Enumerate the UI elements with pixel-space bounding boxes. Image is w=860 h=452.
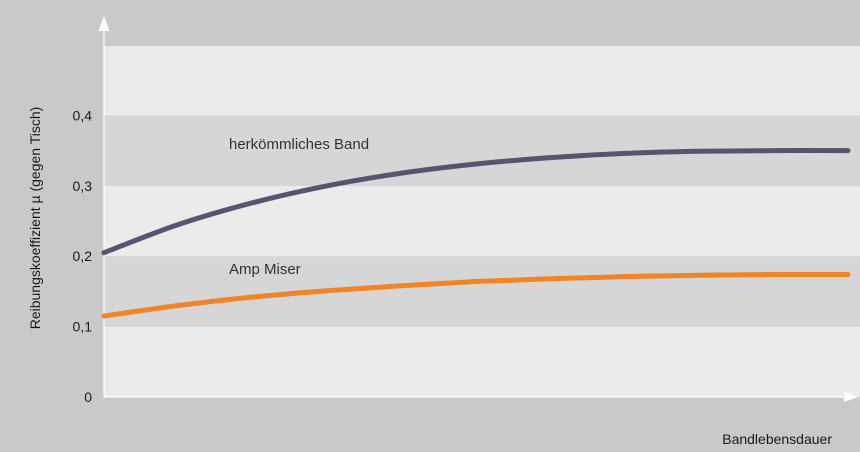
y-tick-label: 0,3 (73, 178, 93, 194)
y-tick-label: 0,4 (73, 107, 93, 123)
grid-band (104, 185, 860, 257)
y-axis-label: Reibungskoeffizient µ (gegen Tisch) (27, 107, 43, 330)
y-tick-labels: 0 0,1 0,2 0,3 0,4 (73, 107, 93, 405)
axes (98, 16, 858, 402)
x-axis-label: Bandlebensdauer (722, 431, 832, 447)
y-tick-label: 0,2 (73, 248, 93, 264)
y-tick-label: 0 (84, 389, 92, 405)
series-lines (101, 148, 851, 319)
grid-bands (104, 46, 860, 397)
grid-band (104, 326, 860, 397)
y-axis-arrow (98, 16, 110, 31)
grid-band (104, 256, 860, 327)
series-label-amp-miser: Amp Miser (229, 261, 301, 278)
series-label-herkoemmliches-band: herkömmliches Band (229, 136, 369, 153)
x-axis-arrow (844, 392, 858, 402)
series-line-amp-miser (101, 271, 851, 319)
grid-band (104, 46, 860, 116)
series-line-herkoemmliches-band (101, 148, 851, 256)
y-tick-label: 0,1 (73, 319, 93, 335)
